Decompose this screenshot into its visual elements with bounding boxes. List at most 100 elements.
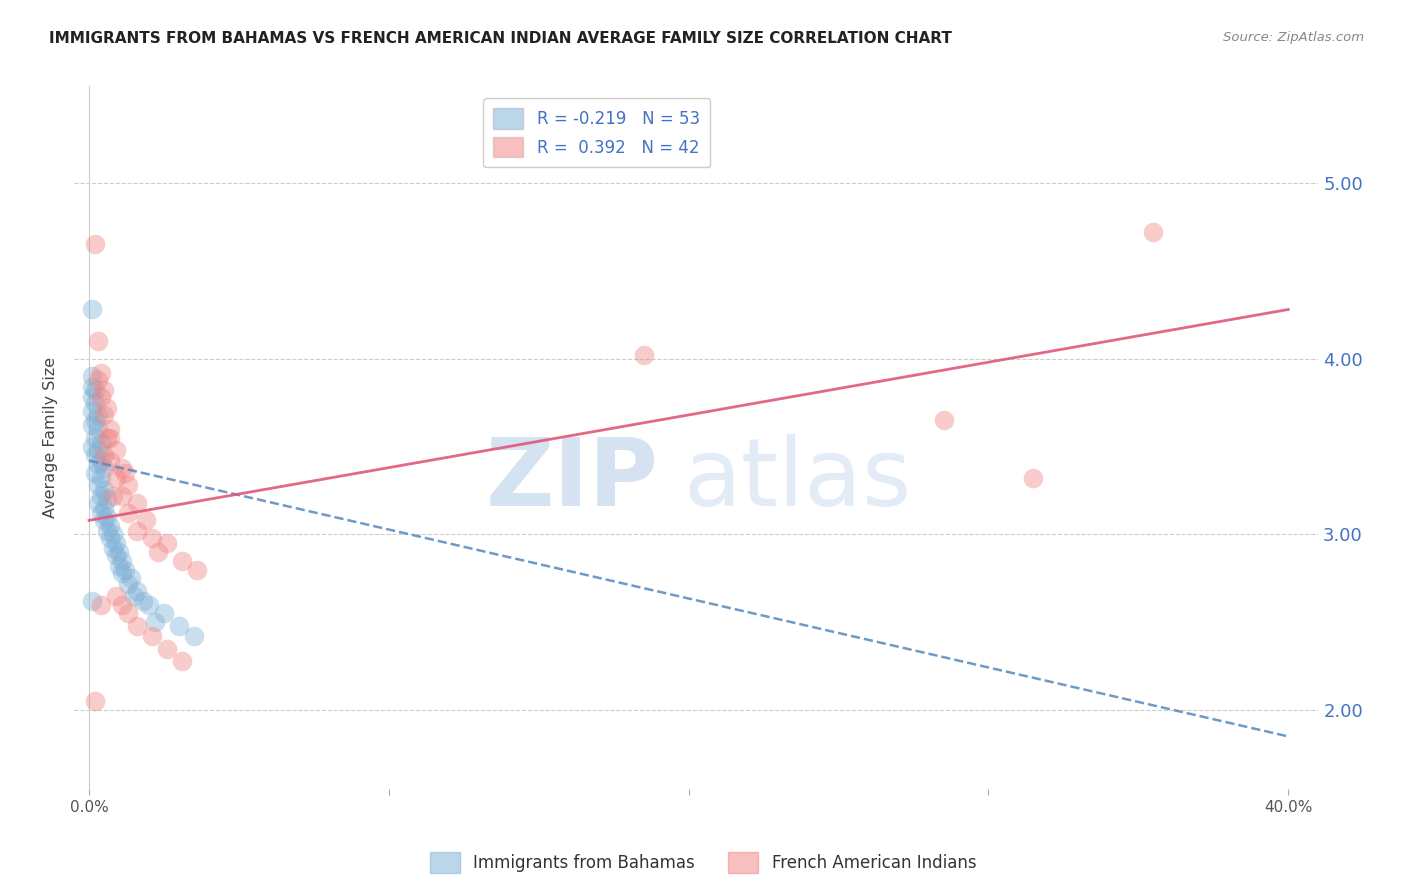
Point (96, 431, 118, 445)
Point (93, 408, 115, 422)
Point (138, 598, 160, 612)
Point (80, 380, 103, 394)
Point (98, 531, 121, 545)
Point (146, 545, 169, 559)
Point (105, 589, 128, 603)
Point (111, 566, 134, 580)
Point (84, 466, 107, 480)
Point (117, 576, 139, 591)
Point (87, 496, 110, 510)
Point (186, 562, 208, 576)
Point (105, 536, 128, 550)
Point (105, 443, 128, 458)
Point (183, 629, 205, 643)
Point (132, 594, 155, 608)
Point (98, 453, 121, 467)
Point (170, 654, 193, 668)
Point (84, 694, 107, 708)
Text: IMMIGRANTS FROM BAHAMAS VS FRENCH AMERICAN INDIAN AVERAGE FAMILY SIZE CORRELATIO: IMMIGRANTS FROM BAHAMAS VS FRENCH AMERIC… (49, 31, 952, 46)
Point (114, 562, 136, 576)
Point (96, 401, 118, 415)
Point (101, 489, 124, 503)
Text: ZIP: ZIP (486, 434, 659, 526)
Point (90, 471, 112, 485)
Point (93, 513, 115, 527)
Point (90, 366, 112, 380)
Legend: Immigrants from Bahamas, French American Indians: Immigrants from Bahamas, French American… (423, 846, 983, 880)
Point (156, 536, 179, 550)
Point (87, 478, 110, 492)
Point (93, 483, 115, 498)
Point (80, 369, 103, 384)
Point (117, 607, 139, 621)
Point (1142, 225, 1164, 239)
Point (114, 466, 136, 480)
Point (143, 615, 166, 630)
Point (84, 448, 107, 462)
Point (98, 422, 121, 436)
Point (105, 471, 128, 485)
Point (122, 589, 145, 603)
Point (84, 431, 107, 445)
Point (111, 598, 134, 612)
Point (90, 598, 112, 612)
Point (1022, 471, 1045, 485)
Point (90, 453, 112, 467)
Point (111, 489, 134, 503)
Point (101, 527, 124, 541)
Point (84, 413, 107, 427)
Point (117, 478, 139, 492)
Point (87, 373, 110, 387)
Point (633, 348, 655, 362)
Point (117, 506, 139, 520)
Point (87, 334, 110, 348)
Point (101, 541, 124, 556)
Point (93, 384, 115, 398)
Text: atlas: atlas (683, 434, 912, 526)
Point (80, 440, 103, 454)
Point (932, 413, 955, 427)
Point (90, 489, 112, 503)
Point (87, 457, 110, 471)
Point (141, 531, 163, 545)
Point (108, 545, 131, 559)
Point (125, 496, 148, 510)
Point (120, 571, 142, 585)
Point (170, 554, 193, 568)
Point (87, 422, 110, 436)
Point (125, 583, 148, 598)
Point (111, 460, 134, 475)
Point (98, 518, 121, 533)
Point (80, 594, 103, 608)
Point (80, 418, 103, 433)
Point (90, 390, 112, 404)
Point (153, 607, 176, 621)
Point (111, 554, 134, 568)
Point (135, 513, 157, 527)
Point (80, 404, 103, 418)
Text: Source: ZipAtlas.com: Source: ZipAtlas.com (1223, 31, 1364, 45)
Point (141, 629, 163, 643)
Point (90, 506, 112, 520)
Point (93, 460, 115, 475)
Point (105, 549, 128, 563)
Point (84, 384, 107, 398)
Point (80, 390, 103, 404)
Legend: R = -0.219   N = 53, R =  0.392   N = 42: R = -0.219 N = 53, R = 0.392 N = 42 (484, 98, 710, 167)
Point (156, 641, 179, 656)
Point (90, 436, 112, 450)
Point (98, 431, 121, 445)
Point (84, 237, 107, 252)
Point (84, 395, 107, 409)
Point (167, 619, 190, 633)
Y-axis label: Average Family Size: Average Family Size (44, 357, 58, 518)
Point (125, 619, 148, 633)
Point (108, 559, 131, 574)
Point (93, 501, 115, 516)
Point (96, 524, 118, 538)
Point (125, 524, 148, 538)
Point (87, 408, 110, 422)
Point (87, 443, 110, 458)
Point (96, 509, 118, 524)
Point (80, 302, 103, 317)
